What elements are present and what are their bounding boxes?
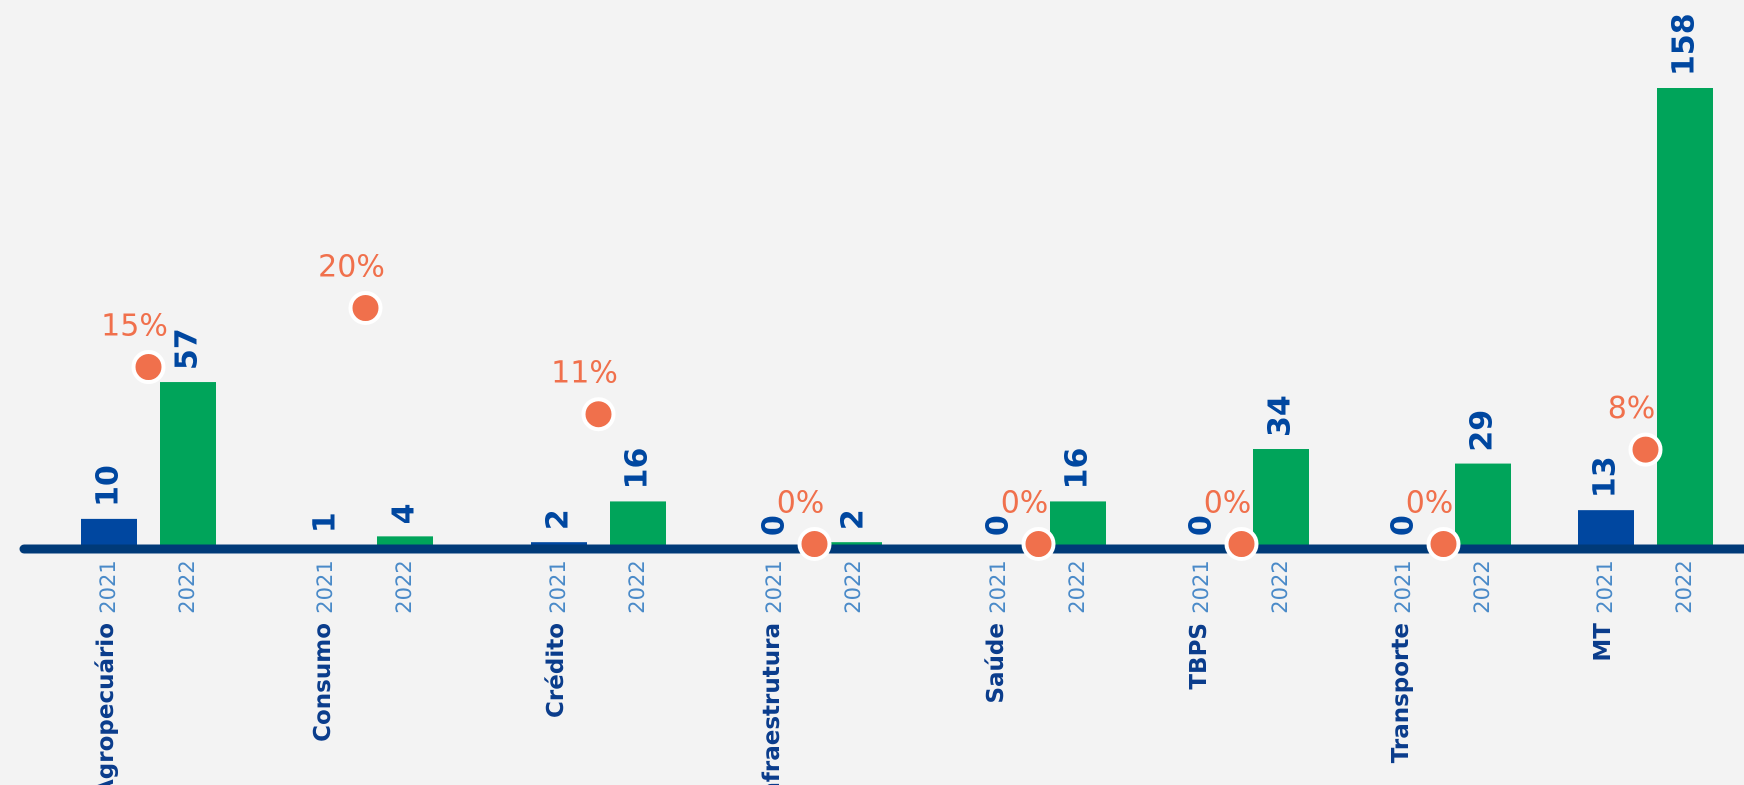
- rate-label: 20%: [318, 250, 385, 285]
- year-label: 2021: [1593, 560, 1617, 613]
- category-label: Crédito: [543, 623, 569, 718]
- rate-dot: [348, 291, 383, 325]
- year-label: 2022: [625, 560, 649, 613]
- value-label: 2: [541, 509, 576, 530]
- bar: [1657, 88, 1713, 548]
- rate-dot: [1224, 527, 1259, 561]
- rate-dot: [1628, 432, 1663, 467]
- value-label: 0: [981, 515, 1016, 536]
- year-label: 2022: [1065, 560, 1089, 613]
- category-label: Consumo: [310, 623, 336, 742]
- value-label: 13: [1588, 456, 1623, 498]
- value-label: 34: [1263, 395, 1298, 437]
- rate-dot: [581, 397, 616, 432]
- rate-label: 0%: [1001, 486, 1049, 521]
- rate-label: 8%: [1608, 391, 1656, 426]
- rate-label: 0%: [1406, 486, 1454, 521]
- category-label: TBPS: [1186, 623, 1212, 690]
- bar: [377, 536, 433, 548]
- year-label: 2022: [1470, 560, 1494, 613]
- year-label: 2021: [96, 560, 120, 613]
- rate-dot: [1426, 527, 1461, 561]
- year-label: 2021: [313, 560, 337, 613]
- value-label: 16: [1060, 448, 1095, 490]
- rate-dot: [1021, 527, 1056, 561]
- bar: [1455, 463, 1511, 548]
- year-label: 2021: [762, 560, 786, 613]
- bar: [610, 501, 666, 548]
- year-label: 2021: [1189, 560, 1213, 613]
- category-label: Transporte: [1388, 623, 1414, 763]
- year-label: 2022: [841, 560, 865, 613]
- value-label: 16: [620, 448, 655, 490]
- rate-label: 0%: [777, 486, 825, 521]
- bar: [1578, 510, 1634, 548]
- rate-dot: [797, 527, 832, 561]
- rate-label: 0%: [1204, 486, 1252, 521]
- year-label: 2022: [175, 560, 199, 613]
- bar: [1253, 449, 1309, 548]
- value-label: 0: [757, 515, 792, 536]
- value-label: 0: [1386, 515, 1421, 536]
- rate-label: 15%: [101, 309, 168, 344]
- year-label: 2022: [1268, 560, 1292, 613]
- year-label: 2021: [1391, 560, 1415, 613]
- value-label: 2: [836, 509, 871, 530]
- year-label: 2022: [392, 560, 416, 613]
- value-label: 57: [170, 328, 205, 370]
- bar: [1050, 501, 1106, 548]
- rate-label: 11%: [551, 356, 618, 391]
- rate-dot: [131, 350, 166, 384]
- value-label: 0: [1184, 515, 1219, 536]
- value-label: 4: [387, 503, 422, 524]
- value-label: 10: [91, 465, 126, 507]
- value-label: 158: [1667, 13, 1702, 76]
- bar: [81, 518, 137, 548]
- category-label: MT: [1590, 623, 1616, 662]
- year-label: 2022: [1672, 560, 1696, 613]
- category-label: Agropecuário: [93, 623, 119, 785]
- value-label: 29: [1465, 410, 1500, 452]
- value-label: 1: [308, 512, 343, 533]
- bar: [160, 382, 216, 548]
- category-label: Infraestrutura: [759, 623, 785, 785]
- year-label: 2021: [986, 560, 1010, 613]
- year-label: 2021: [546, 560, 570, 613]
- category-label: Saúde: [983, 623, 1009, 704]
